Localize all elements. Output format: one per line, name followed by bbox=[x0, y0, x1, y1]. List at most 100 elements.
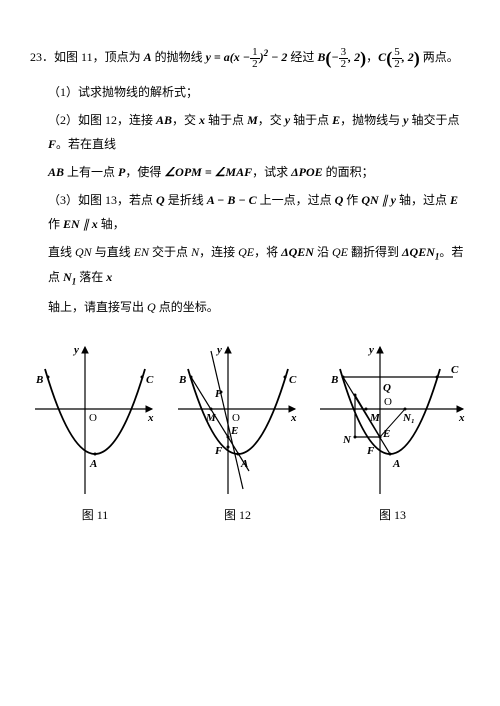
sep: ， bbox=[366, 50, 378, 64]
N-pt: N bbox=[342, 434, 352, 446]
minus2: − 2 bbox=[268, 50, 287, 64]
q3-line1: （3）如图 13，若点 Q 是折线 A − B − C 上一点，过点 Q 作 Q… bbox=[30, 188, 470, 236]
B-pt: B bbox=[35, 374, 43, 386]
q3-line3: 轴上，请直接写出 Q 点的坐标。 bbox=[30, 295, 470, 319]
C-pt: C bbox=[146, 374, 154, 386]
txt: 沿 bbox=[314, 245, 332, 259]
txt: 如图 11，顶点为 bbox=[54, 50, 144, 64]
QN: QN bbox=[75, 245, 92, 259]
N: N bbox=[191, 245, 199, 259]
q1: （1）试求抛物线的解析式； bbox=[30, 80, 470, 104]
den: 2 bbox=[339, 59, 349, 70]
txt: ，抛物线与 bbox=[340, 113, 403, 127]
txt: 直线 bbox=[48, 245, 75, 259]
figures-row: x y O B C A 图 11 x bbox=[30, 339, 470, 527]
E: E bbox=[332, 113, 340, 127]
txt: ，交 bbox=[172, 113, 199, 127]
figure-13: x y O B C A Q E N M N₁ F 图 13 bbox=[315, 339, 470, 527]
txt: 轴上，请直接写出 bbox=[48, 300, 147, 314]
B-pt: B bbox=[178, 374, 186, 386]
txt: 轴于点 bbox=[290, 113, 332, 127]
fracC: 52 bbox=[392, 47, 402, 70]
txt: 翻折得到 bbox=[348, 245, 402, 259]
A-pt: A bbox=[89, 458, 97, 470]
A-pt: A bbox=[392, 458, 400, 470]
txt: 。若在直线 bbox=[56, 137, 116, 151]
problem-intro: 23．如图 11，顶点为 A 的抛物线 y = a(x −12)2 − 2 经过… bbox=[30, 40, 470, 76]
txt: ，将 bbox=[254, 245, 281, 259]
txt: 上有一点 bbox=[64, 165, 118, 179]
fig11-label: 图 11 bbox=[30, 503, 160, 527]
E-pt: E bbox=[230, 425, 238, 437]
C-pt: C bbox=[289, 374, 297, 386]
txt: 点的坐标。 bbox=[156, 300, 219, 314]
num: 1 bbox=[250, 47, 260, 59]
comma: , 2 bbox=[348, 50, 360, 64]
txt: 作 bbox=[343, 193, 361, 207]
fig12-svg: x y O B C A M E F P bbox=[173, 339, 303, 499]
num: 5 bbox=[392, 47, 402, 59]
figure-12: x y O B C A M E F P 图 12 bbox=[173, 339, 303, 527]
C-label: C bbox=[378, 50, 386, 64]
fig13-label: 图 13 bbox=[315, 503, 470, 527]
x-label: x bbox=[147, 412, 154, 424]
F-pt: F bbox=[366, 445, 375, 457]
neg: − bbox=[331, 50, 338, 64]
N1: N bbox=[63, 270, 72, 284]
O-label: O bbox=[384, 396, 392, 408]
txt: 是折线 bbox=[165, 193, 207, 207]
Q-pt: Q bbox=[383, 382, 391, 394]
frac-half: 12 bbox=[250, 47, 260, 70]
q2-line1: （2）如图 12，连接 AB，交 x 轴于点 M，交 y 轴于点 E，抛物线与 … bbox=[30, 108, 470, 156]
txt: 与直线 bbox=[92, 245, 134, 259]
P-pt: P bbox=[215, 388, 222, 400]
txt: 轴，过点 bbox=[396, 193, 450, 207]
txt: 作 bbox=[48, 217, 63, 231]
txt: 落在 bbox=[76, 270, 106, 284]
par: ∥ bbox=[80, 217, 92, 231]
O-label: O bbox=[89, 412, 97, 424]
xminus: x − bbox=[234, 50, 250, 64]
Q: Q bbox=[335, 193, 344, 207]
fracB: 32 bbox=[339, 47, 349, 70]
par: ∥ bbox=[379, 193, 391, 207]
eq-lhs: y = a bbox=[206, 50, 230, 64]
den: 2 bbox=[392, 59, 402, 70]
q2-line2: AB 上有一点 P，使得 ∠OPM = ∠MAF，试求 ΔPOE 的面积； bbox=[30, 160, 470, 184]
QE: QE bbox=[332, 245, 348, 259]
txt: 轴于点 bbox=[205, 113, 247, 127]
x-label: x bbox=[290, 412, 297, 424]
txt: ，交 bbox=[258, 113, 285, 127]
txt: （3）如图 13，若点 bbox=[48, 193, 156, 207]
C-pt: C bbox=[451, 364, 459, 376]
fig12-label: 图 12 bbox=[173, 503, 303, 527]
den: 2 bbox=[250, 59, 260, 70]
E: E bbox=[450, 193, 458, 207]
M-pt: M bbox=[205, 412, 217, 424]
comma: , 2 bbox=[402, 50, 414, 64]
figure-11: x y O B C A 图 11 bbox=[30, 339, 160, 527]
E-pt: E bbox=[382, 428, 390, 440]
dQEN1: ΔQEN bbox=[402, 245, 435, 259]
num: 3 bbox=[339, 47, 349, 59]
x: x bbox=[106, 270, 112, 284]
M-pt: M bbox=[369, 412, 381, 424]
Q: Q bbox=[156, 193, 165, 207]
F-pt: F bbox=[214, 445, 223, 457]
problem-23: 23．如图 11，顶点为 A 的抛物线 y = a(x −12)2 − 2 经过… bbox=[30, 40, 470, 319]
txt: ，使得 bbox=[125, 165, 164, 179]
txt: 轴， bbox=[98, 217, 125, 231]
txt: 交于点 bbox=[149, 245, 191, 259]
AB: AB bbox=[156, 113, 172, 127]
F: F bbox=[48, 137, 56, 151]
angle-eq: ∠OPM = ∠MAF bbox=[164, 165, 252, 179]
txt: ，试求 bbox=[252, 165, 291, 179]
dQEN: ΔQEN bbox=[281, 245, 314, 259]
txt: 经过 bbox=[287, 50, 317, 64]
tri-POE: ΔPOE bbox=[291, 165, 323, 179]
QN: QN bbox=[361, 193, 378, 207]
txt: ，连接 bbox=[199, 245, 238, 259]
pt-A: A bbox=[144, 50, 152, 64]
EN: EN bbox=[134, 245, 149, 259]
txt: 两点。 bbox=[420, 50, 459, 64]
